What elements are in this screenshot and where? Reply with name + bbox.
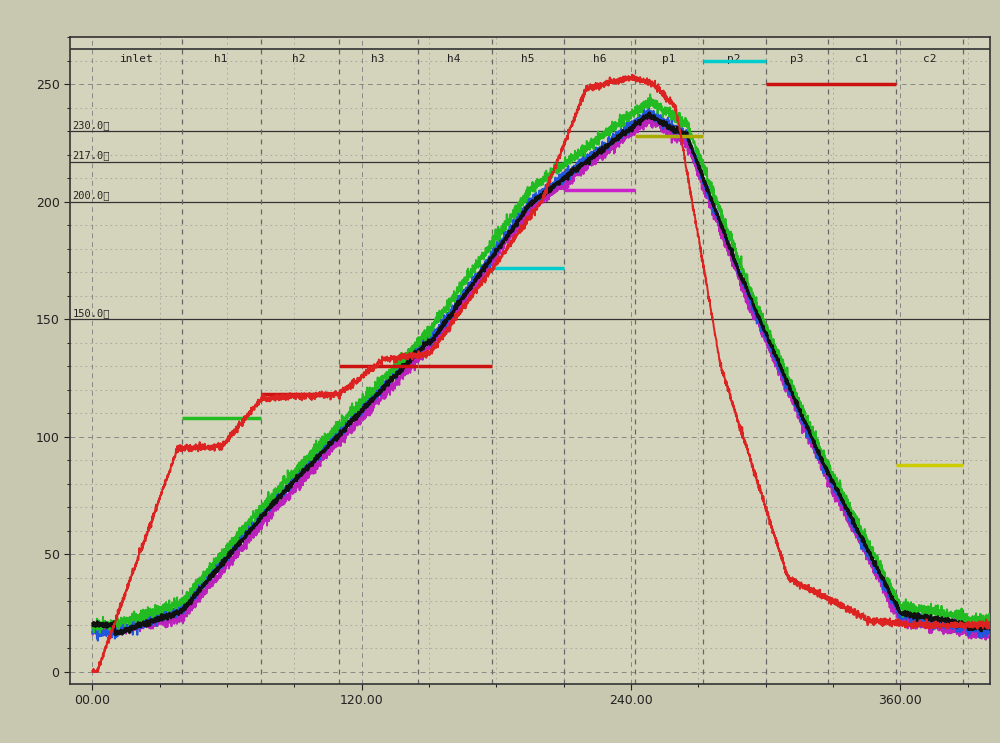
Text: 150.0℃: 150.0℃ [72,308,110,318]
Text: 200.0℃: 200.0℃ [72,190,110,201]
Text: c2: c2 [923,53,936,64]
Text: p3: p3 [790,53,804,64]
Text: c1: c1 [855,53,869,64]
Text: h4: h4 [447,53,460,64]
Text: h2: h2 [292,53,306,64]
Text: p1: p1 [662,53,676,64]
Text: 230.0℃: 230.0℃ [72,120,110,130]
Text: h5: h5 [521,53,535,64]
Text: inlet: inlet [120,53,154,64]
Text: p2: p2 [727,53,741,64]
Text: h3: h3 [371,53,384,64]
Text: h1: h1 [214,53,227,64]
Text: h6: h6 [593,53,606,64]
Text: 217.0℃: 217.0℃ [72,151,110,160]
